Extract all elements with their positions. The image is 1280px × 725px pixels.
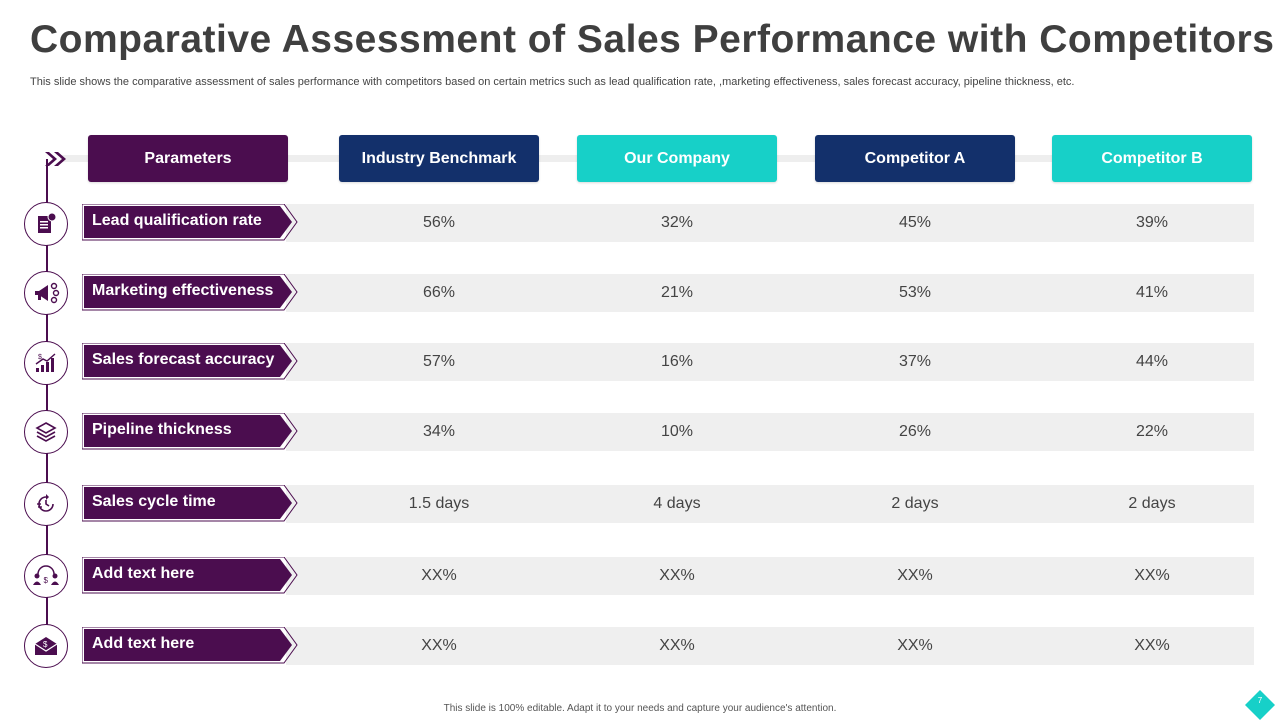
cell-competitor-a: XX% bbox=[897, 637, 933, 654]
parameter-label: Sales forecast accuracy bbox=[82, 343, 298, 383]
parameter-label: Sales cycle time bbox=[82, 485, 298, 525]
header-competitor-a: Competitor A bbox=[815, 135, 1015, 182]
header-industry-benchmark: Industry Benchmark bbox=[339, 135, 539, 182]
table-row bbox=[286, 485, 1254, 523]
page-number-badge: 7 bbox=[1245, 690, 1275, 720]
cell-industry-benchmark: 1.5 days bbox=[408, 495, 470, 512]
table-row bbox=[286, 627, 1254, 665]
cell-industry-benchmark: XX% bbox=[421, 567, 457, 584]
cell-competitor-b: XX% bbox=[1134, 567, 1170, 584]
table-row bbox=[286, 274, 1254, 312]
slide-title: Comparative Assessment of Sales Performa… bbox=[30, 18, 1275, 61]
megaphone-icon bbox=[24, 271, 68, 315]
parameter-label: Pipeline thickness bbox=[82, 413, 298, 453]
cell-competitor-b: 44% bbox=[1135, 353, 1169, 370]
parameter-label: Add text here bbox=[82, 557, 298, 597]
slide-subtitle: This slide shows the comparative assessm… bbox=[30, 76, 1075, 88]
layers-icon bbox=[24, 410, 68, 454]
cell-industry-benchmark: 66% bbox=[422, 284, 456, 301]
cell-our-company: 32% bbox=[660, 214, 694, 231]
cell-industry-benchmark: 56% bbox=[422, 214, 456, 231]
footer-note: This slide is 100% editable. Adapt it to… bbox=[443, 703, 837, 714]
cell-competitor-b: 39% bbox=[1135, 214, 1169, 231]
table-row bbox=[286, 204, 1254, 242]
growth-chart-icon: $ bbox=[24, 341, 68, 385]
table-row bbox=[286, 413, 1254, 451]
cell-industry-benchmark: 34% bbox=[422, 423, 456, 440]
svg-text:$: $ bbox=[38, 354, 42, 361]
people-dollar-icon: $ bbox=[24, 554, 68, 598]
parameter-label: Lead qualification rate bbox=[82, 204, 298, 244]
cell-competitor-a: 45% bbox=[898, 214, 932, 231]
timeline-vertical-line bbox=[46, 159, 48, 652]
parameter-label: Add text here bbox=[82, 627, 298, 667]
cell-competitor-a: XX% bbox=[897, 567, 933, 584]
cell-our-company: 21% bbox=[660, 284, 694, 301]
cell-competitor-b: 22% bbox=[1135, 423, 1169, 440]
cell-our-company: XX% bbox=[659, 637, 695, 654]
table-row bbox=[286, 343, 1254, 381]
cell-competitor-b: XX% bbox=[1134, 637, 1170, 654]
cell-competitor-a: 26% bbox=[898, 423, 932, 440]
cell-industry-benchmark: 57% bbox=[422, 353, 456, 370]
header-our-company: Our Company bbox=[577, 135, 777, 182]
page-number: 7 bbox=[1257, 696, 1263, 705]
cell-our-company: 4 days bbox=[653, 495, 701, 512]
document-icon bbox=[24, 202, 68, 246]
cell-our-company: 16% bbox=[660, 353, 694, 370]
cell-competitor-a: 37% bbox=[898, 353, 932, 370]
cell-our-company: 10% bbox=[660, 423, 694, 440]
cell-competitor-a: 53% bbox=[898, 284, 932, 301]
header-competitor-b: Competitor B bbox=[1052, 135, 1252, 182]
table-row bbox=[286, 557, 1254, 595]
svg-text:$: $ bbox=[43, 640, 48, 649]
svg-text:$: $ bbox=[44, 576, 49, 585]
envelope-dollar-icon: $ bbox=[24, 624, 68, 668]
double-chevron-icon bbox=[45, 152, 66, 166]
cell-industry-benchmark: XX% bbox=[421, 637, 457, 654]
parameter-label: Marketing effectiveness bbox=[82, 274, 298, 314]
clock-cycle-icon bbox=[24, 482, 68, 526]
cell-competitor-a: 2 days bbox=[891, 495, 939, 512]
cell-competitor-b: 41% bbox=[1135, 284, 1169, 301]
cell-competitor-b: 2 days bbox=[1128, 495, 1176, 512]
header-parameters: Parameters bbox=[88, 135, 288, 182]
cell-our-company: XX% bbox=[659, 567, 695, 584]
